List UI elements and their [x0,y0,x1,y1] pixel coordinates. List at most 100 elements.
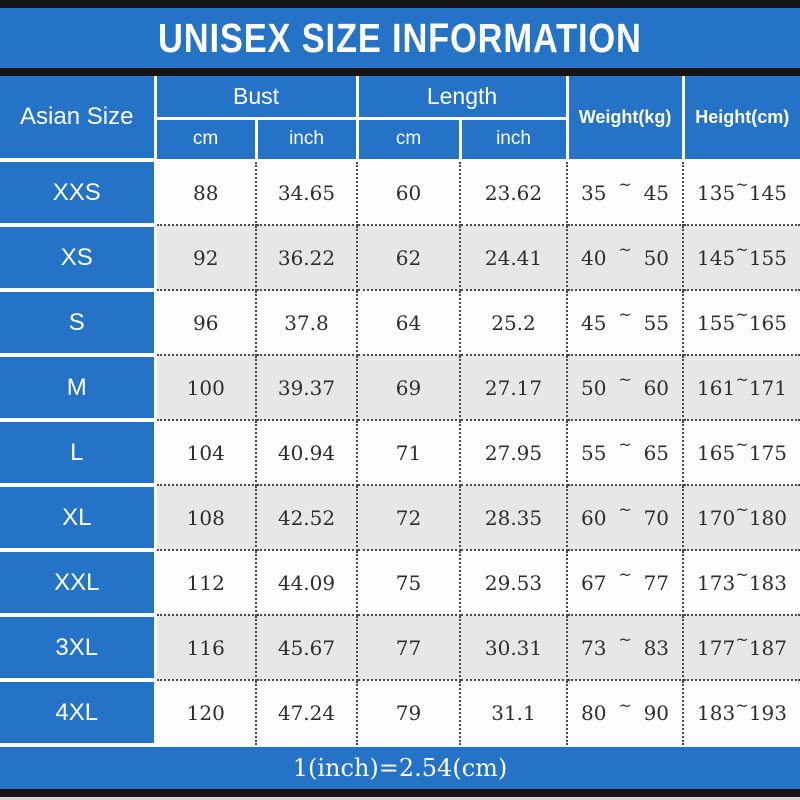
weight-max: 45 [643,180,670,205]
column-header-bust-inch: inch [256,118,359,162]
height-max: 165 [748,310,788,335]
tilde-icon: ~ [618,240,632,259]
tilde-icon: ~ [735,370,749,389]
column-header-height: Height(cm) [683,76,800,162]
weight-max: 65 [643,440,670,465]
bust-cm-cell: 112 [155,550,257,616]
height-range-cell: 135 ~ 145 [683,160,800,226]
height-min: 135 [697,180,736,205]
size-table-body: XXS 88 34.65 60 23.62 35 ~ 45 135 ~ 145 [0,160,800,747]
length-cm-cell: 64 [357,290,461,356]
column-header-length: Length [357,76,569,120]
size-label-cell: M [0,355,157,422]
height-range-cell: 177 ~ 187 [683,615,800,681]
table-row: 4XL 120 47.24 79 31.1 80 ~ 90 183 ~ 193 [0,680,800,747]
weight-range-cell: 80 ~ 90 [567,680,685,745]
bust-cm-cell: 96 [155,290,257,356]
tilde-icon: ~ [618,630,632,649]
height-range-cell: 161 ~ 171 [683,355,800,421]
size-label-cell: 3XL [0,615,157,682]
length-inch-cell: 27.17 [460,355,569,421]
table-row: XXL 112 44.09 75 29.53 67 ~ 77 173 ~ 183 [0,550,800,617]
height-max: 187 [748,635,788,660]
tilde-icon: ~ [735,565,749,584]
height-range: 165 ~ 175 [684,435,800,465]
height-range: 155 ~ 165 [684,305,800,335]
tilde-icon: ~ [735,630,749,649]
table-row: XS 92 36.22 62 24.41 40 ~ 50 145 ~ 155 [0,225,800,292]
tilde-icon: ~ [735,240,749,259]
height-range-cell: 173 ~ 183 [683,550,800,616]
bust-inch-cell: 36.22 [256,225,358,291]
weight-max: 55 [643,310,670,335]
weight-min: 35 [581,180,607,205]
height-min: 170 [697,505,736,530]
tilde-icon: ~ [735,500,749,519]
table-row: 3XL 116 45.67 77 30.31 73 ~ 83 177 ~ 187 [0,615,800,682]
length-inch-cell: 31.1 [460,680,569,745]
tilde-icon: ~ [735,305,749,324]
height-range-cell: 170 ~ 180 [683,485,800,551]
weight-range-cell: 45 ~ 55 [567,290,685,356]
bust-inch-cell: 45.67 [256,615,358,681]
weight-min: 40 [581,245,607,270]
weight-range: 73 ~ 83 [568,630,682,660]
size-label-cell: 4XL [0,680,157,747]
tilde-icon: ~ [618,565,632,584]
weight-min: 45 [581,310,607,335]
length-cm-cell: 69 [357,355,461,421]
title-separator-bar [0,68,800,76]
bust-inch-cell: 42.52 [256,485,358,551]
height-range-cell: 183 ~ 193 [683,680,800,745]
height-min: 177 [697,635,736,660]
tilde-icon: ~ [735,435,749,454]
bust-cm-cell: 116 [155,615,257,681]
weight-range: 35 ~ 45 [568,175,682,205]
height-max: 145 [748,180,788,205]
weight-range-cell: 60 ~ 70 [567,485,685,551]
height-min: 183 [697,701,736,725]
height-max: 155 [748,245,788,270]
height-range-cell: 155 ~ 165 [683,290,800,356]
length-inch-cell: 27.95 [460,420,569,486]
weight-range: 55 ~ 65 [568,435,682,465]
weight-min: 55 [581,440,607,465]
tilde-icon: ~ [618,175,632,195]
length-inch-cell: 25.2 [460,290,569,356]
weight-max: 50 [643,245,670,270]
height-max: 175 [748,440,788,465]
bottom-border-bar [0,789,800,797]
bust-inch-cell: 40.94 [256,420,358,486]
weight-max: 90 [643,701,670,725]
footer-band: 1(inch)=2.54(cm) [0,747,800,789]
column-header-length-inch: inch [460,118,569,162]
size-label-cell: XS [0,225,157,292]
bust-cm-cell: 100 [155,355,257,421]
length-cm-cell: 71 [357,420,461,486]
table-row: M 100 39.37 69 27.17 50 ~ 60 161 ~ 171 [0,355,800,422]
bust-inch-cell: 47.24 [256,680,358,745]
bust-inch-cell: 34.65 [256,160,358,226]
weight-range-cell: 55 ~ 65 [567,420,685,486]
height-min: 165 [697,440,736,465]
height-range: 145 ~ 155 [684,240,800,270]
length-cm-cell: 79 [357,680,461,745]
height-max: 180 [748,505,788,530]
height-max: 183 [748,570,788,595]
weight-range-cell: 40 ~ 50 [567,225,685,291]
length-inch-cell: 30.31 [460,615,569,681]
page-title: UNISEX SIZE INFORMATION [158,14,642,61]
column-header-length-cm: cm [357,118,462,162]
length-cm-cell: 72 [357,485,461,551]
height-range-cell: 165 ~ 175 [683,420,800,486]
tilde-icon: ~ [618,500,632,519]
size-label-cell: L [0,420,157,487]
length-inch-cell: 24.41 [460,225,569,291]
weight-range-cell: 67 ~ 77 [567,550,685,616]
table-row: XL 108 42.52 72 28.35 60 ~ 70 170 ~ 180 [0,485,800,552]
weight-range: 60 ~ 70 [568,500,682,530]
column-header-weight: Weight(kg) [567,76,685,162]
tilde-icon: ~ [618,370,632,389]
height-range: 161 ~ 171 [684,370,800,400]
